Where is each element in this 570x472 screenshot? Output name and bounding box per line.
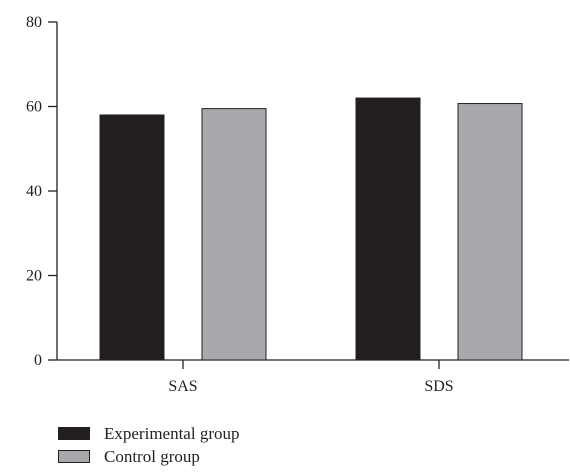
x-tick-label-sds: SDS bbox=[424, 378, 453, 395]
x-tick-label-sas: SAS bbox=[168, 378, 197, 395]
y-tick-label-0: 0 bbox=[34, 352, 42, 369]
bar-experimental-sds bbox=[355, 97, 421, 361]
y-tick-label-80: 80 bbox=[26, 14, 42, 31]
x-axis: SAS SDS bbox=[57, 359, 569, 395]
y-tick-label-20: 20 bbox=[26, 268, 42, 285]
y-axis: 0 20 40 60 80 bbox=[26, 14, 58, 369]
bar-control-sas bbox=[201, 108, 267, 361]
bar-chart: 0 20 40 60 80 SAS SDS bbox=[26, 14, 569, 395]
bar-experimental-sas bbox=[99, 114, 165, 361]
legend-swatch-experimental bbox=[58, 427, 90, 440]
bars bbox=[99, 97, 523, 361]
y-tick-label-60: 60 bbox=[26, 99, 42, 116]
bar-control-sds bbox=[457, 103, 523, 361]
y-tick-label-40: 40 bbox=[26, 183, 42, 200]
legend-swatch-control bbox=[58, 450, 90, 463]
legend-label-control: Control group bbox=[104, 446, 200, 466]
legend: Experimental group Control group bbox=[57, 422, 240, 468]
legend-label-experimental: Experimental group bbox=[104, 423, 240, 443]
legend-item-control: Control group bbox=[57, 445, 240, 468]
legend-item-experimental: Experimental group bbox=[57, 422, 240, 445]
